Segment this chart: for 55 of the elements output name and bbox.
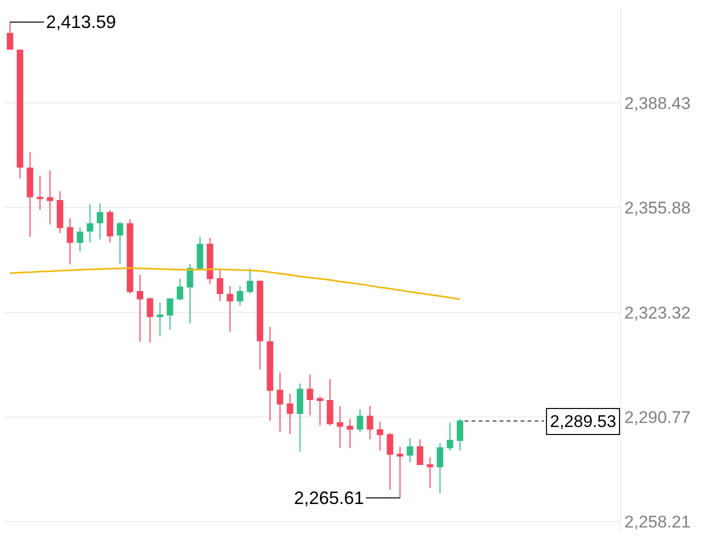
candlestick	[286, 393, 294, 434]
annotation: 2,265.61	[294, 488, 364, 508]
candlestick	[76, 227, 84, 252]
y-tick-label: 2,290.77	[624, 408, 691, 427]
candlestick	[276, 372, 284, 433]
annotation: 2,413.59	[46, 12, 116, 32]
candlestick	[166, 298, 174, 330]
candlestick	[146, 296, 154, 344]
candlestick	[406, 438, 414, 464]
candlestick	[376, 421, 384, 452]
y-tick-label: 2,355.88	[624, 198, 691, 218]
candlestick	[326, 378, 334, 426]
candlestick	[36, 174, 44, 210]
candlestick	[196, 236, 204, 269]
candlestick	[176, 278, 184, 300]
candlestick	[106, 209, 114, 243]
candlestick	[316, 396, 324, 426]
y-tick-label: 2,258.21	[624, 512, 691, 532]
ref-line-label: 2,289.53	[550, 412, 616, 431]
candlestick	[6, 22, 14, 50]
candlestick	[16, 50, 24, 179]
y-tick-label: 2,388.43	[624, 94, 691, 114]
candlestick	[456, 418, 464, 452]
candlestick	[396, 446, 404, 498]
candlestick	[236, 286, 244, 306]
candlestick	[346, 418, 354, 449]
candlestick	[446, 422, 454, 452]
candlestick	[336, 405, 344, 448]
candlestick	[26, 152, 34, 238]
candlestick	[356, 408, 364, 433]
candlestick	[306, 374, 314, 416]
line-series	[9, 267, 461, 300]
candlestick	[96, 202, 104, 240]
candlestick	[136, 274, 144, 342]
y-tick-label: 2,323.32	[624, 303, 691, 322]
candlestick	[116, 221, 124, 264]
candlestick	[426, 456, 434, 489]
candlestick	[246, 268, 254, 294]
candlestick	[56, 190, 64, 234]
candlestick	[186, 263, 194, 324]
candlestick	[206, 237, 214, 285]
candlestick	[256, 280, 264, 370]
candlestick	[296, 382, 304, 452]
candlestick	[386, 432, 394, 490]
candlestick	[66, 218, 74, 266]
candlestick	[126, 218, 134, 294]
candlestick	[156, 302, 164, 337]
candlestick	[86, 204, 94, 243]
candlestick	[266, 326, 274, 422]
candlestick	[226, 286, 234, 332]
candlestick	[46, 170, 54, 226]
candlestick	[416, 438, 424, 466]
candlestick	[436, 442, 444, 494]
candlestick	[366, 405, 374, 440]
candlestick	[216, 268, 224, 302]
